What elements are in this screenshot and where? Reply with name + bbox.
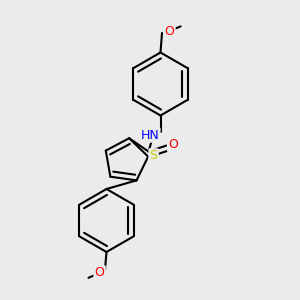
- Text: O: O: [165, 25, 174, 38]
- Text: O: O: [168, 137, 178, 151]
- Text: S: S: [150, 149, 158, 163]
- Text: HN: HN: [141, 128, 159, 142]
- Text: O: O: [95, 266, 104, 280]
